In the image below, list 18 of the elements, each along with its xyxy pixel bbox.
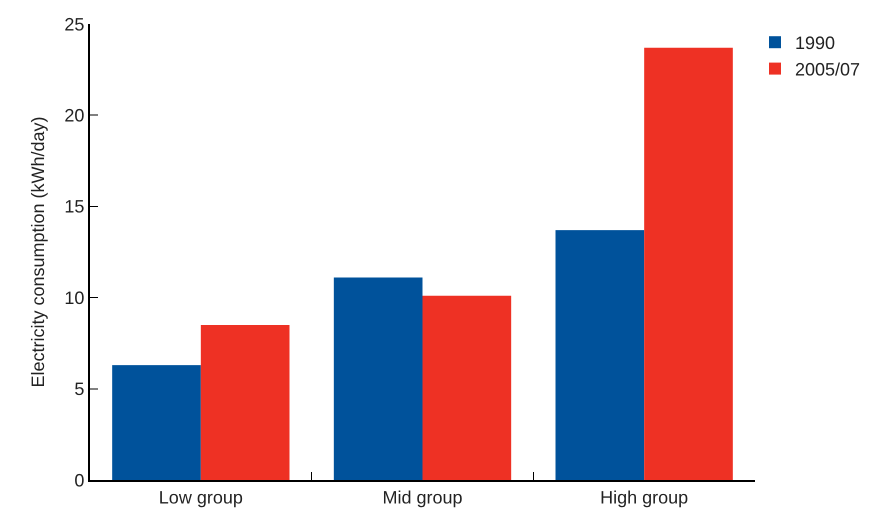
y-tick-label: 5 [74,379,84,400]
x-tick-label: High group [600,488,688,508]
x-tick-label: Low group [158,488,243,508]
bar [556,230,644,480]
y-tick-label: 10 [64,288,84,308]
y-tick-label: 25 [64,14,84,34]
y-axis-title: Electricity consumption (kWh/day) [28,116,48,388]
bar [422,296,512,480]
bar [644,48,733,480]
legend-label: 1990 [795,33,836,54]
bar [334,278,422,480]
y-tick-label: 15 [64,196,84,217]
y-tick-label: 20 [64,106,84,126]
legend-label: 2005/07 [795,60,860,80]
y-tick-label: 0 [74,470,84,490]
x-tick-label: Mid group [382,488,463,508]
bar [200,324,290,480]
bar [112,365,201,480]
